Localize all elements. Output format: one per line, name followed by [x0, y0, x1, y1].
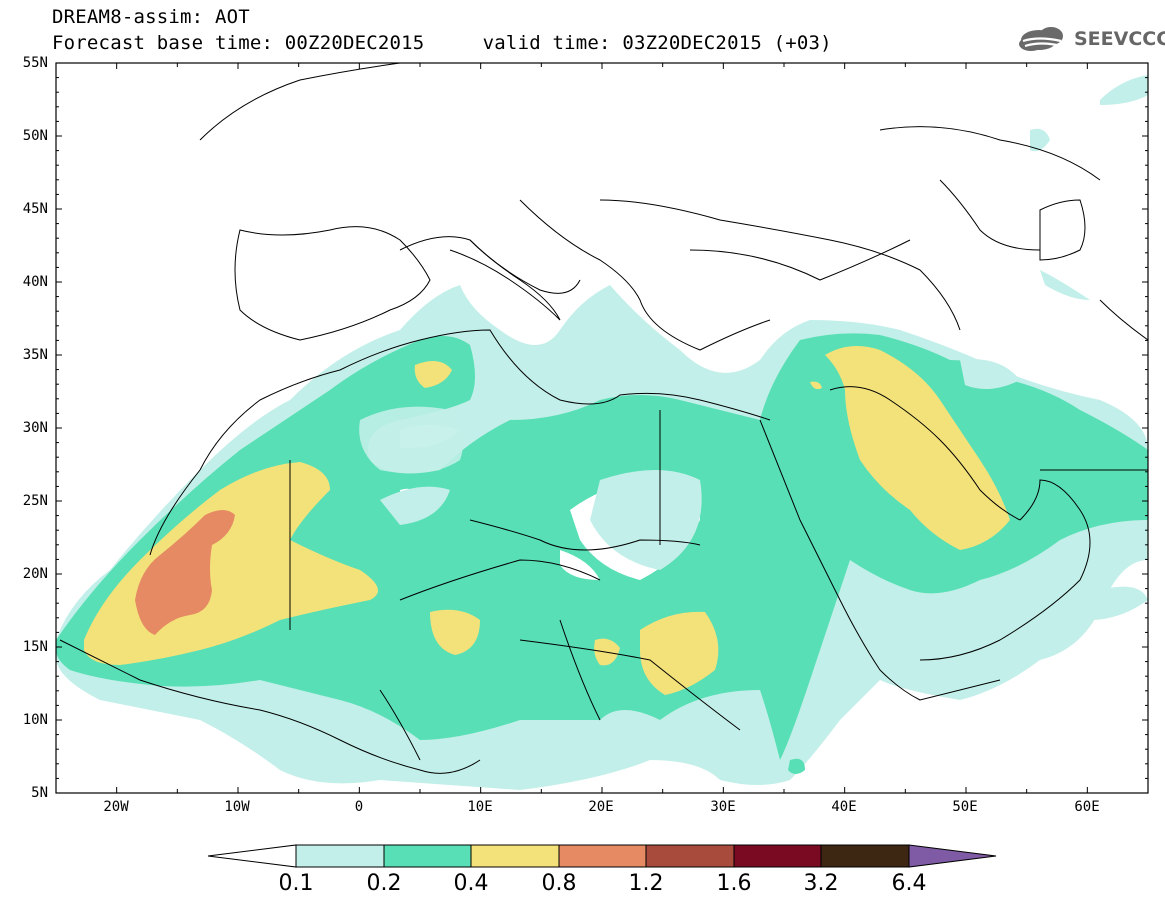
colorbar-label: 0.4 — [453, 871, 489, 896]
seevccc-logo: SEEVCCC — [1074, 28, 1165, 50]
lat-label: 10N — [22, 712, 48, 728]
lon-label: 0 — [354, 799, 364, 815]
lat-label: 20N — [22, 566, 48, 582]
colorbar-label: 6.4 — [891, 871, 927, 896]
lon-label: 60E — [1074, 799, 1100, 815]
aot-band-0.1-0.2-inner — [359, 406, 702, 570]
colorbar-swatch-1 — [295, 844, 385, 868]
lat-label: 55N — [22, 55, 48, 71]
lat-label: 30N — [22, 420, 48, 436]
lon-label: 50E — [952, 799, 978, 815]
colorbar-label: 0.2 — [366, 871, 402, 896]
colorbar-label: 0.1 — [278, 871, 314, 896]
lon-label: 30E — [710, 799, 736, 815]
lat-label: 50N — [22, 128, 48, 144]
valid-time: valid time: 03Z20DEC2015 (+03) — [482, 32, 832, 54]
map-subtitle: Forecast base time: 00Z20DEC2015 valid t… — [52, 32, 832, 54]
lon-label: 40E — [831, 799, 857, 815]
lon-label: 20E — [588, 799, 614, 815]
colorbar-swatch-6 — [733, 844, 822, 868]
cloud-icon — [1019, 27, 1063, 51]
coastlines — [59, 63, 1148, 774]
colorbar-label: 3.2 — [803, 871, 839, 896]
lon-label: 10E — [467, 799, 493, 815]
colorbar — [207, 844, 997, 868]
axis-ticks — [55, 62, 1149, 794]
colorbar-label: 0.8 — [541, 871, 577, 896]
colorbar-label: 1.2 — [628, 871, 664, 896]
colorbar-high-arrow — [908, 844, 997, 868]
lat-label: 45N — [22, 201, 48, 217]
lat-label: 35N — [22, 347, 48, 363]
colorbar-swatch-3 — [470, 844, 560, 868]
aot-contours — [56, 75, 1148, 790]
forecast-base-time: Forecast base time: 00Z20DEC2015 — [52, 32, 425, 54]
aot-band-0.8-1.2 — [135, 510, 235, 635]
colorbar-swatch-2 — [383, 844, 472, 868]
lon-label: 10W — [224, 799, 250, 815]
colorbar-low-arrow — [207, 844, 297, 868]
lat-label: 40N — [22, 274, 48, 290]
lat-label: 25N — [22, 493, 48, 509]
lat-label: 15N — [22, 639, 48, 655]
map-title: DREAM8-assim: AOT — [52, 6, 250, 28]
colorbar-label: 1.6 — [716, 871, 752, 896]
colorbar-swatch-7 — [820, 844, 910, 868]
colorbar-swatch-4 — [558, 844, 647, 868]
lon-label: 20W — [103, 799, 129, 815]
colorbar-swatch-5 — [645, 844, 735, 868]
lat-label: 5N — [31, 785, 48, 801]
